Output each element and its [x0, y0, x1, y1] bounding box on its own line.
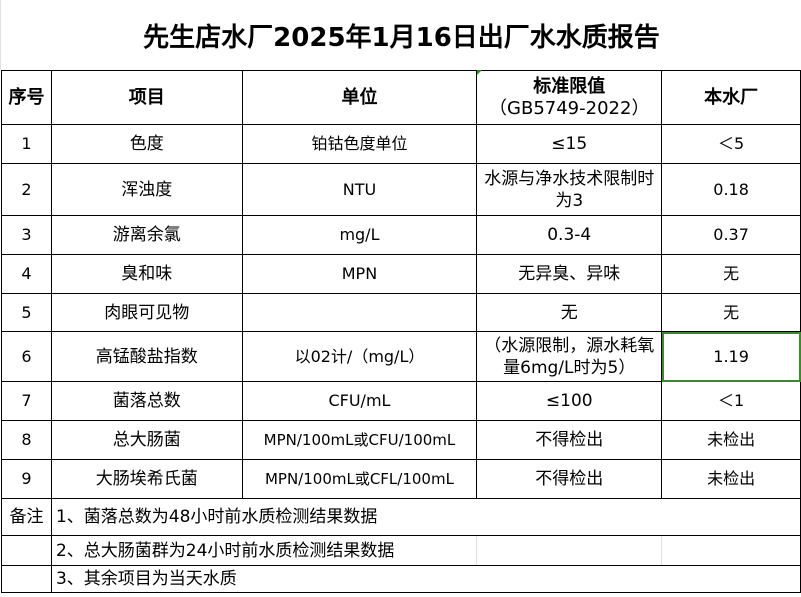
table-row: 6 高锰酸盐指数 以02计/（mg/L） （水源限制，源水耗氧量6mg/L时为5） 1.…	[1, 331, 801, 382]
standard-limit[interactable]: 0.3-4	[476, 215, 663, 255]
item-name[interactable]: 臭和味	[50, 254, 243, 294]
item-name[interactable]: 菌落总数	[50, 381, 243, 421]
table-row: 9 大肠埃希氏菌 MPN/100mL或CFL/100mL 不得检出 未检出	[1, 459, 801, 499]
note-row: 3、其余项目为当天水质	[1, 565, 801, 593]
notes-label[interactable]: 备注	[1, 498, 52, 536]
plant-value[interactable]: 0.37	[661, 215, 801, 255]
standard-limit[interactable]: 不得检出	[476, 420, 663, 460]
unit[interactable]: MPN/100mL或CFL/100mL	[241, 459, 478, 499]
standard-limit[interactable]: 水源与净水技术限制时为3	[476, 163, 663, 216]
header-limit[interactable]: 标准限值 （GB5749-2022）	[476, 70, 663, 125]
empty-cell[interactable]	[476, 535, 663, 566]
standard-limit[interactable]: 无	[476, 293, 663, 332]
row-number[interactable]: 8	[1, 420, 52, 460]
row-number[interactable]: 1	[1, 124, 52, 164]
header-row: 序号 项目 单位 标准限值 （GB5749-2022） 本水厂	[1, 70, 801, 125]
note-1[interactable]: 1、菌落总数为48小时前水质检测结果数据	[50, 498, 801, 536]
item-name[interactable]: 高锰酸盐指数	[50, 331, 243, 382]
empty-cell[interactable]	[1, 565, 52, 593]
row-number[interactable]: 4	[1, 254, 52, 294]
table-row: 1 色度 铂钴色度单位 ≤15 ＜5	[1, 124, 801, 164]
unit[interactable]: 以02计/（mg/L）	[241, 331, 478, 382]
row-number[interactable]: 6	[1, 331, 52, 382]
plant-value[interactable]: 0.18	[661, 163, 801, 216]
header-limit-line2: （GB5749-2022）	[489, 97, 650, 119]
plant-value[interactable]: 1.19	[661, 331, 801, 382]
unit[interactable]: MPN/100mL或CFU/100mL	[241, 420, 478, 460]
header-no[interactable]: 序号	[1, 70, 52, 125]
plant-value[interactable]: 未检出	[661, 420, 801, 460]
row-number[interactable]: 2	[1, 163, 52, 216]
unit[interactable]	[241, 293, 478, 332]
table-row: 4 臭和味 MPN 无异臭、异味无	[1, 254, 801, 294]
plant-value[interactable]: 未检出	[661, 459, 801, 499]
note-2[interactable]: 2、总大肠菌群为24小时前水质检测结果数据	[50, 535, 478, 566]
comment-marker-icon	[477, 70, 482, 75]
item-name[interactable]: 游离余氯	[50, 215, 243, 255]
header-limit-line1: 标准限值	[533, 75, 606, 97]
report-title: 先生店水厂2025年1月16日出厂水水质报告	[0, 0, 801, 70]
unit[interactable]: CFU/mL	[241, 381, 478, 421]
unit[interactable]: 铂钴色度单位	[241, 124, 478, 164]
note-row: 备注 1、菌落总数为48小时前水质检测结果数据	[1, 498, 801, 536]
unit[interactable]: mg/L	[241, 215, 478, 255]
table-row: 3 游离余氯 mg/L 0.3-4 0.37	[1, 215, 801, 255]
standard-limit[interactable]: （水源限制，源水耗氧量6mg/L时为5）	[476, 331, 663, 382]
row-number[interactable]: 3	[1, 215, 52, 255]
table-row: 2 浑浊度 NTU 水源与净水技术限制时为3 0.18	[1, 163, 801, 216]
header-item[interactable]: 项目	[50, 70, 243, 125]
note-row: 2、总大肠菌群为24小时前水质检测结果数据	[1, 535, 801, 566]
row-number[interactable]: 7	[1, 381, 52, 421]
standard-limit[interactable]: 不得检出	[476, 459, 663, 499]
unit[interactable]: MPN	[241, 254, 478, 294]
item-name[interactable]: 肉眼可见物	[50, 293, 243, 332]
item-name[interactable]: 色度	[50, 124, 243, 164]
item-name[interactable]: 总大肠菌	[50, 420, 243, 460]
table-row: 7 菌落总数 CFU/mL ≤100 ＜1	[1, 381, 801, 421]
plant-value[interactable]: ＜5	[661, 124, 801, 164]
row-number[interactable]: 5	[1, 293, 52, 332]
header-plant[interactable]: 本水厂	[661, 70, 801, 125]
row-number[interactable]: 9	[1, 459, 52, 499]
standard-limit[interactable]: 无异臭、异味	[476, 254, 663, 294]
water-quality-table: 序号 项目 单位 标准限值 （GB5749-2022） 本水厂 1 色度 铂钴色度单位…	[1, 70, 801, 593]
empty-cell[interactable]	[1, 535, 52, 566]
standard-limit[interactable]: ≤15	[476, 124, 663, 164]
unit[interactable]: NTU	[241, 163, 478, 216]
standard-limit[interactable]: ≤100	[476, 381, 663, 421]
note-3[interactable]: 3、其余项目为当天水质	[50, 565, 801, 593]
plant-value[interactable]: 无	[661, 293, 801, 332]
empty-cell[interactable]	[661, 535, 801, 566]
table-row: 5 肉眼可见物 无无	[1, 293, 801, 332]
item-name[interactable]: 大肠埃希氏菌	[50, 459, 243, 499]
plant-value[interactable]: 无	[661, 254, 801, 294]
plant-value[interactable]: ＜1	[661, 381, 801, 421]
header-unit[interactable]: 单位	[241, 70, 478, 125]
table-row: 8 总大肠菌 MPN/100mL或CFU/100mL 不得检出 未检出	[1, 420, 801, 460]
item-name[interactable]: 浑浊度	[50, 163, 243, 216]
